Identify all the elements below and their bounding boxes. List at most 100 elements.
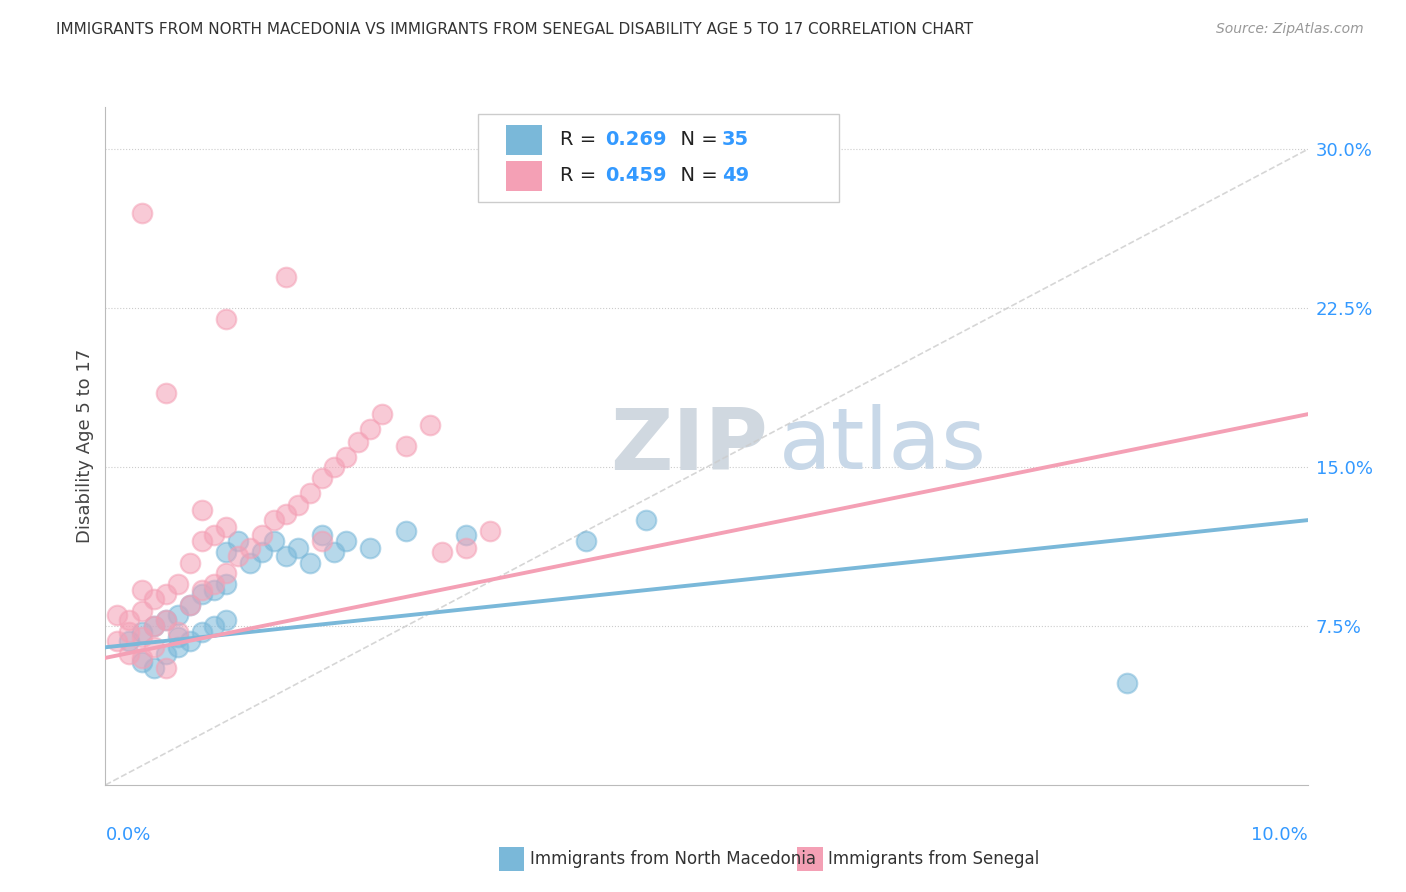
Point — [118, 625, 141, 640]
Point — [226, 534, 249, 549]
Text: 0.459: 0.459 — [606, 166, 666, 186]
Point — [166, 608, 188, 623]
Point — [166, 630, 188, 644]
Point — [395, 524, 418, 538]
Point — [166, 576, 188, 591]
Point — [131, 655, 153, 669]
Point — [155, 661, 177, 675]
Text: atlas: atlas — [779, 404, 987, 488]
Point — [311, 534, 333, 549]
FancyBboxPatch shape — [506, 125, 541, 155]
Point — [118, 647, 141, 661]
Point — [155, 613, 177, 627]
Point — [214, 519, 236, 533]
Point — [155, 647, 177, 661]
Point — [202, 528, 225, 542]
Text: 0.269: 0.269 — [606, 130, 666, 150]
Text: Source: ZipAtlas.com: Source: ZipAtlas.com — [1216, 22, 1364, 37]
Point — [190, 502, 212, 516]
Point — [322, 460, 344, 475]
Point — [226, 549, 249, 564]
Point — [636, 513, 658, 527]
Point — [155, 587, 177, 601]
Point — [250, 545, 273, 559]
Point — [454, 541, 477, 555]
Point — [239, 556, 262, 570]
FancyBboxPatch shape — [506, 161, 541, 191]
Text: 35: 35 — [723, 130, 749, 150]
Point — [131, 604, 153, 618]
Point — [335, 534, 357, 549]
Text: Immigrants from Senegal: Immigrants from Senegal — [828, 850, 1039, 868]
Point — [142, 619, 165, 633]
Point — [311, 528, 333, 542]
Point — [263, 513, 285, 527]
Point — [430, 545, 453, 559]
Point — [107, 608, 129, 623]
Point — [155, 386, 177, 401]
Point — [395, 439, 418, 453]
Point — [142, 591, 165, 606]
Point — [179, 598, 201, 612]
Point — [190, 583, 212, 598]
Text: R =: R = — [560, 166, 602, 186]
Point — [214, 613, 236, 627]
Point — [131, 625, 153, 640]
Point — [131, 206, 153, 220]
Point — [274, 507, 297, 521]
Point — [190, 625, 212, 640]
Point — [322, 545, 344, 559]
Point — [371, 407, 394, 421]
Point — [118, 633, 141, 648]
Point — [166, 640, 188, 655]
Point — [179, 556, 201, 570]
Point — [190, 587, 212, 601]
Point — [190, 534, 212, 549]
FancyBboxPatch shape — [478, 114, 839, 202]
Point — [239, 541, 262, 555]
Point — [274, 549, 297, 564]
Point — [287, 541, 309, 555]
Point — [131, 630, 153, 644]
Point — [419, 417, 441, 432]
Point — [107, 633, 129, 648]
Point — [131, 651, 153, 665]
Point — [479, 524, 502, 538]
Point — [202, 619, 225, 633]
Point — [179, 598, 201, 612]
Point — [347, 434, 370, 449]
Point — [142, 640, 165, 655]
Point — [274, 269, 297, 284]
Text: Immigrants from North Macedonia: Immigrants from North Macedonia — [530, 850, 815, 868]
Point — [298, 485, 321, 500]
Point — [311, 471, 333, 485]
Text: R =: R = — [560, 130, 602, 150]
Point — [287, 498, 309, 512]
Text: 0.0%: 0.0% — [105, 826, 150, 844]
Point — [359, 541, 381, 555]
Point — [131, 583, 153, 598]
Text: 10.0%: 10.0% — [1251, 826, 1308, 844]
Point — [118, 613, 141, 627]
Text: 49: 49 — [723, 166, 749, 186]
Point — [454, 528, 477, 542]
Point — [214, 566, 236, 581]
Text: N =: N = — [668, 166, 724, 186]
Text: ZIP: ZIP — [610, 404, 768, 488]
Y-axis label: Disability Age 5 to 17: Disability Age 5 to 17 — [76, 349, 94, 543]
Point — [575, 534, 598, 549]
Point — [166, 625, 188, 640]
Point — [202, 576, 225, 591]
Point — [155, 613, 177, 627]
Point — [214, 312, 236, 326]
Point — [1116, 676, 1139, 690]
Text: N =: N = — [668, 130, 724, 150]
Point — [359, 422, 381, 436]
Point — [250, 528, 273, 542]
Point — [202, 583, 225, 598]
Point — [214, 576, 236, 591]
Point — [179, 633, 201, 648]
Point — [214, 545, 236, 559]
Text: IMMIGRANTS FROM NORTH MACEDONIA VS IMMIGRANTS FROM SENEGAL DISABILITY AGE 5 TO 1: IMMIGRANTS FROM NORTH MACEDONIA VS IMMIG… — [56, 22, 973, 37]
Point — [142, 619, 165, 633]
